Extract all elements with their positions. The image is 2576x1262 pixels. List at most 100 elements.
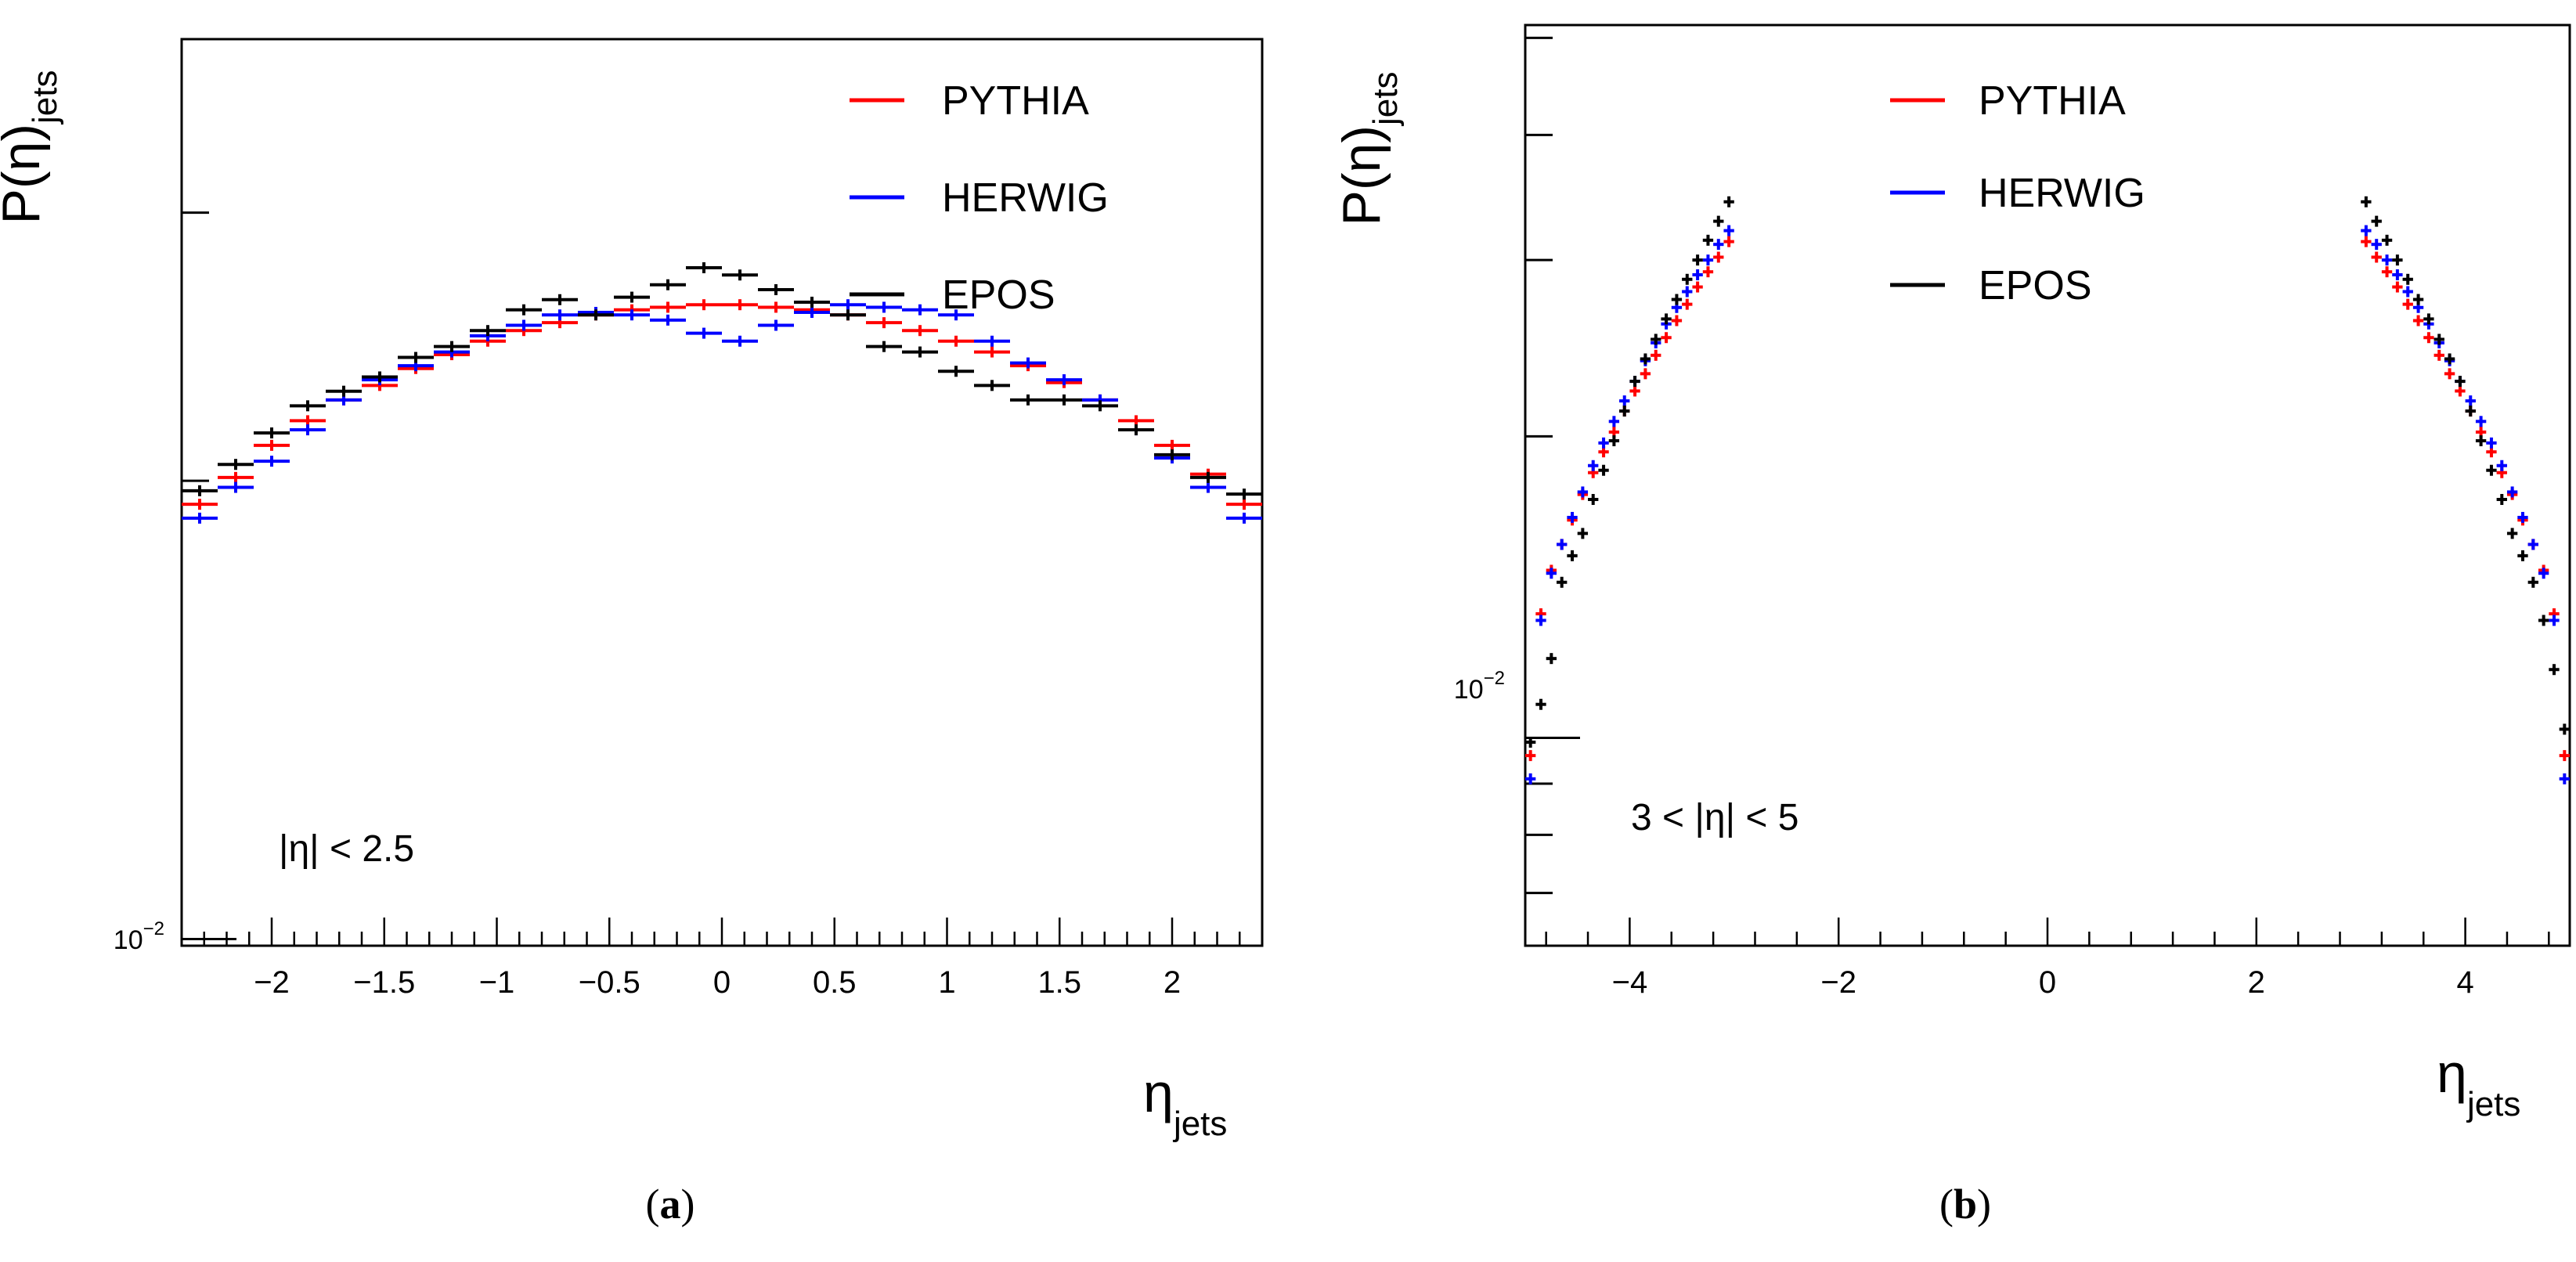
- data-point: [362, 371, 398, 383]
- x-axis-label: ηjets: [1143, 1062, 1227, 1143]
- x-axis-label-subscript: jets: [1172, 1105, 1227, 1143]
- data-point: [1557, 576, 1568, 588]
- data-point: [650, 301, 686, 313]
- data-point: [182, 499, 218, 510]
- data-point: [1629, 385, 1640, 397]
- data-point: [1671, 315, 1683, 326]
- data-point: [290, 424, 326, 436]
- legend-entry-herwig: HERWIG: [850, 175, 1109, 221]
- caption-open-paren: (: [646, 1181, 660, 1228]
- data-point: [1535, 615, 1546, 626]
- data-point: [1598, 464, 1609, 476]
- legend-label: HERWIG: [1979, 171, 2145, 216]
- data-point: [1682, 286, 1693, 297]
- data-point: [326, 385, 362, 397]
- data-point: [1525, 737, 1536, 748]
- data-point: [758, 319, 794, 331]
- x-tick-label: 0.5: [813, 965, 857, 1000]
- data-point: [2506, 486, 2518, 498]
- data-point: [1723, 196, 1734, 207]
- data-point: [2433, 349, 2444, 361]
- data-point: [722, 335, 758, 347]
- data-point: [1154, 439, 1190, 451]
- y-axis-label-main: P(η): [0, 124, 51, 224]
- data-point: [1651, 349, 1661, 361]
- data-point: [1046, 374, 1082, 386]
- caption-letter: b: [1954, 1181, 1977, 1228]
- data-point: [902, 304, 938, 316]
- data-point: [398, 352, 434, 363]
- data-point: [1619, 406, 1630, 417]
- y-axis-label: P(η)jets: [0, 70, 64, 225]
- data-point: [1640, 353, 1651, 365]
- data-point: [2433, 334, 2444, 345]
- data-point: [1713, 215, 1724, 227]
- data-point: [218, 471, 254, 483]
- data-point: [2381, 254, 2393, 266]
- x-tick-label: 2: [1164, 965, 1181, 1000]
- y-tick-label-exponent: −2: [1484, 668, 1505, 689]
- data-point: [2465, 406, 2476, 417]
- data-point: [1682, 273, 1693, 285]
- data-point: [1723, 225, 1734, 236]
- data-point: [614, 291, 650, 303]
- data-point: [2371, 251, 2382, 263]
- x-axis-ticks: [1545, 918, 2550, 946]
- x-tick-label: 0: [713, 965, 731, 1000]
- data-point: [938, 309, 974, 321]
- data-point: [506, 304, 542, 316]
- x-tick-label: 1.5: [1037, 965, 1081, 1000]
- data-point: [650, 279, 686, 290]
- data-point: [1226, 512, 1262, 524]
- x-tick-label: 4: [2456, 965, 2473, 1000]
- data-point: [290, 400, 326, 412]
- data-point: [1702, 266, 1714, 278]
- data-point: [434, 341, 470, 352]
- data-point: [1723, 236, 1734, 247]
- data-point: [938, 335, 974, 347]
- legend-entry-herwig: HERWIG: [1890, 171, 2145, 216]
- data-point: [902, 346, 938, 358]
- y-axis-label-subscript: jets: [26, 70, 64, 125]
- data-point: [794, 296, 830, 308]
- data-point: [2392, 269, 2403, 281]
- data-point: [542, 294, 578, 305]
- data-point: [866, 341, 902, 352]
- caption-open-paren: (: [1939, 1181, 1954, 1228]
- data-point: [2402, 273, 2413, 285]
- data-point: [2361, 196, 2372, 207]
- data-point: [1046, 394, 1082, 406]
- data-point: [1567, 511, 1578, 523]
- data-point: [1692, 281, 1703, 293]
- data-point: [2412, 294, 2424, 305]
- data-point: [1567, 550, 1578, 561]
- legend-label: HERWIG: [942, 175, 1109, 221]
- data-point: [2486, 437, 2497, 449]
- data-point: [218, 481, 254, 493]
- data-point: [830, 309, 866, 321]
- legend-label: EPOS: [1979, 263, 2092, 308]
- panel-caption: (a): [646, 1181, 695, 1228]
- legend-entry-epos: EPOS: [1890, 263, 2092, 308]
- data-point: [758, 301, 794, 313]
- data-point: [254, 439, 290, 451]
- data-point: [2423, 332, 2434, 344]
- data-point: [1190, 471, 1226, 483]
- data-point: [2392, 254, 2403, 266]
- data-point: [2559, 773, 2570, 784]
- data-point: [1588, 493, 1599, 505]
- y-axis-label: P(η)jets: [1332, 72, 1405, 226]
- data-point: [2559, 723, 2570, 735]
- data-point: [2381, 266, 2393, 278]
- data-point: [722, 269, 758, 281]
- data-point: [1702, 254, 1714, 266]
- data-point: [2475, 434, 2487, 446]
- data-point: [1661, 332, 1672, 344]
- data-point: [938, 366, 974, 377]
- data-point: [758, 284, 794, 296]
- data-point: [218, 459, 254, 471]
- x-tick-label: −0.5: [579, 965, 640, 1000]
- data-point: [2361, 225, 2372, 236]
- data-point: [2444, 368, 2455, 380]
- data-point: [2527, 576, 2538, 588]
